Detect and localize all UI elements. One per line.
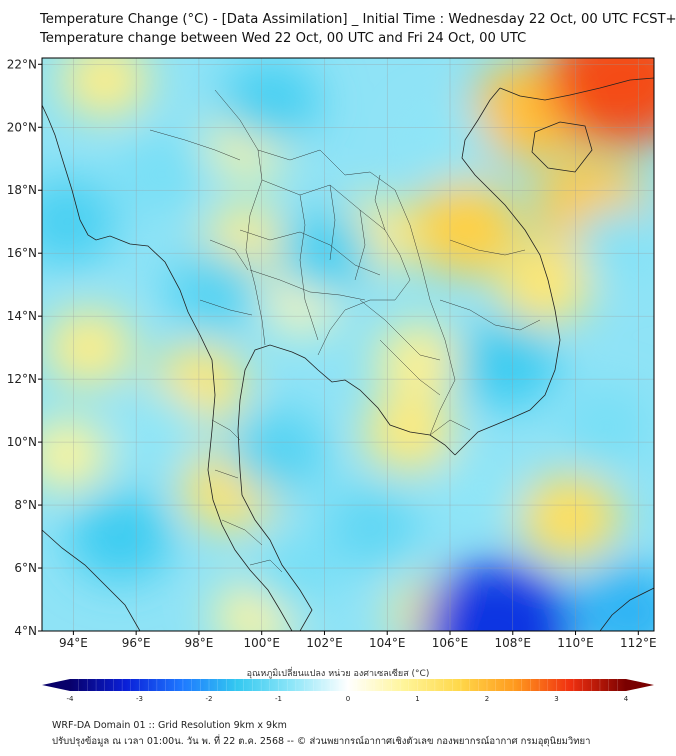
colorbar-max-extension [626,679,654,691]
anomaly-10 [45,309,133,386]
lon-tick-label: 96°E [122,636,151,650]
map-subtitle: Temperature change between Wed 22 Oct, 0… [40,31,527,46]
lon-tick-label: 106°E [432,636,469,650]
colorbar-tick-label: 0 [346,695,350,703]
colorbar-tick-label: -2 [206,695,213,703]
colorbar: -4 -3 -2 -1 0 1 2 3 4 [42,679,654,703]
colorbar-title: อุณหภูมิเปลี่ยนแปลง หน่วย องศาเซลเซียส (… [246,669,430,679]
colorbar-tick-label: -1 [275,695,282,703]
model-info: WRF-DA Domain 01 :: Grid Resolution 9km … [52,720,287,731]
anomaly-34 [574,207,654,281]
lat-tick-label: 22°N [7,57,37,71]
map-frame [41,57,655,632]
colorbar-tick-label: 1 [415,695,419,703]
lat-tick-label: 18°N [7,183,37,197]
anomaly-35 [249,536,337,613]
colorbar-tick-label: 2 [485,695,489,703]
anomaly-26 [421,561,573,631]
update-credit: ปรับปรุงข้อมูล ณ เวลา 01:00น. วัน พ. ที่… [52,736,591,747]
lon-tick-label: 100°E [243,636,280,650]
anomaly-25 [324,486,419,568]
coastlines [42,77,654,631]
colorbar-tick-label: 4 [624,695,629,703]
temperature-field [42,58,654,631]
admin-boundaries [149,89,541,573]
anomaly-4 [497,243,592,326]
anomaly-30 [563,388,651,465]
anomaly-6 [61,58,149,119]
map-gridlines [42,58,654,631]
longitude-tick-labels: 94°E 96°E 98°E 100°E 102°E 104°E 106°E 108°E 110… [59,631,657,650]
lon-tick-label: 94°E [59,636,88,650]
anomaly-32 [120,391,202,462]
anomaly-13 [42,419,108,490]
lat-tick-label: 16°N [7,246,37,260]
lat-tick-label: 8°N [14,498,37,512]
anomaly-23 [228,409,326,494]
anomaly-29 [117,136,205,213]
anomaly-15 [519,474,620,562]
anomaly-19 [220,58,322,146]
colorbar-min-extension [42,679,70,691]
map-title: Temperature Change (°C) - [Data Assimila… [40,12,676,27]
latitude-tick-labels: 4°N 6°N 8°N 10°N 12°N 14°N 16°N 18°N 20°N 22°N [7,57,42,638]
anomaly-27 [572,562,654,631]
anomaly-5 [376,323,461,397]
anomaly-14 [363,393,455,473]
lon-tick-label: 110°E [557,636,594,650]
lon-tick-label: 108°E [495,636,532,650]
lat-tick-label: 20°N [7,120,37,134]
anomaly-31 [440,454,522,525]
lon-tick-label: 104°E [369,636,406,650]
lon-tick-label: 112°E [620,636,657,650]
colorbar-tick-label: 3 [554,695,558,703]
lat-tick-label: 14°N [7,309,37,323]
anomaly-22 [454,318,559,409]
colorbar-tick-label: -4 [67,695,75,703]
anomaly-3 [410,180,521,276]
lon-tick-label: 102°E [306,636,343,650]
colorbar-tick-label: -3 [136,695,143,703]
lat-tick-label: 6°N [14,561,37,575]
anomaly-28 [42,178,118,266]
lat-tick-label: 12°N [7,372,37,386]
anomaly-24 [68,491,173,582]
lon-tick-label: 98°E [184,636,213,650]
lat-tick-label: 10°N [7,435,37,449]
lat-tick-label: 4°N [14,624,37,638]
